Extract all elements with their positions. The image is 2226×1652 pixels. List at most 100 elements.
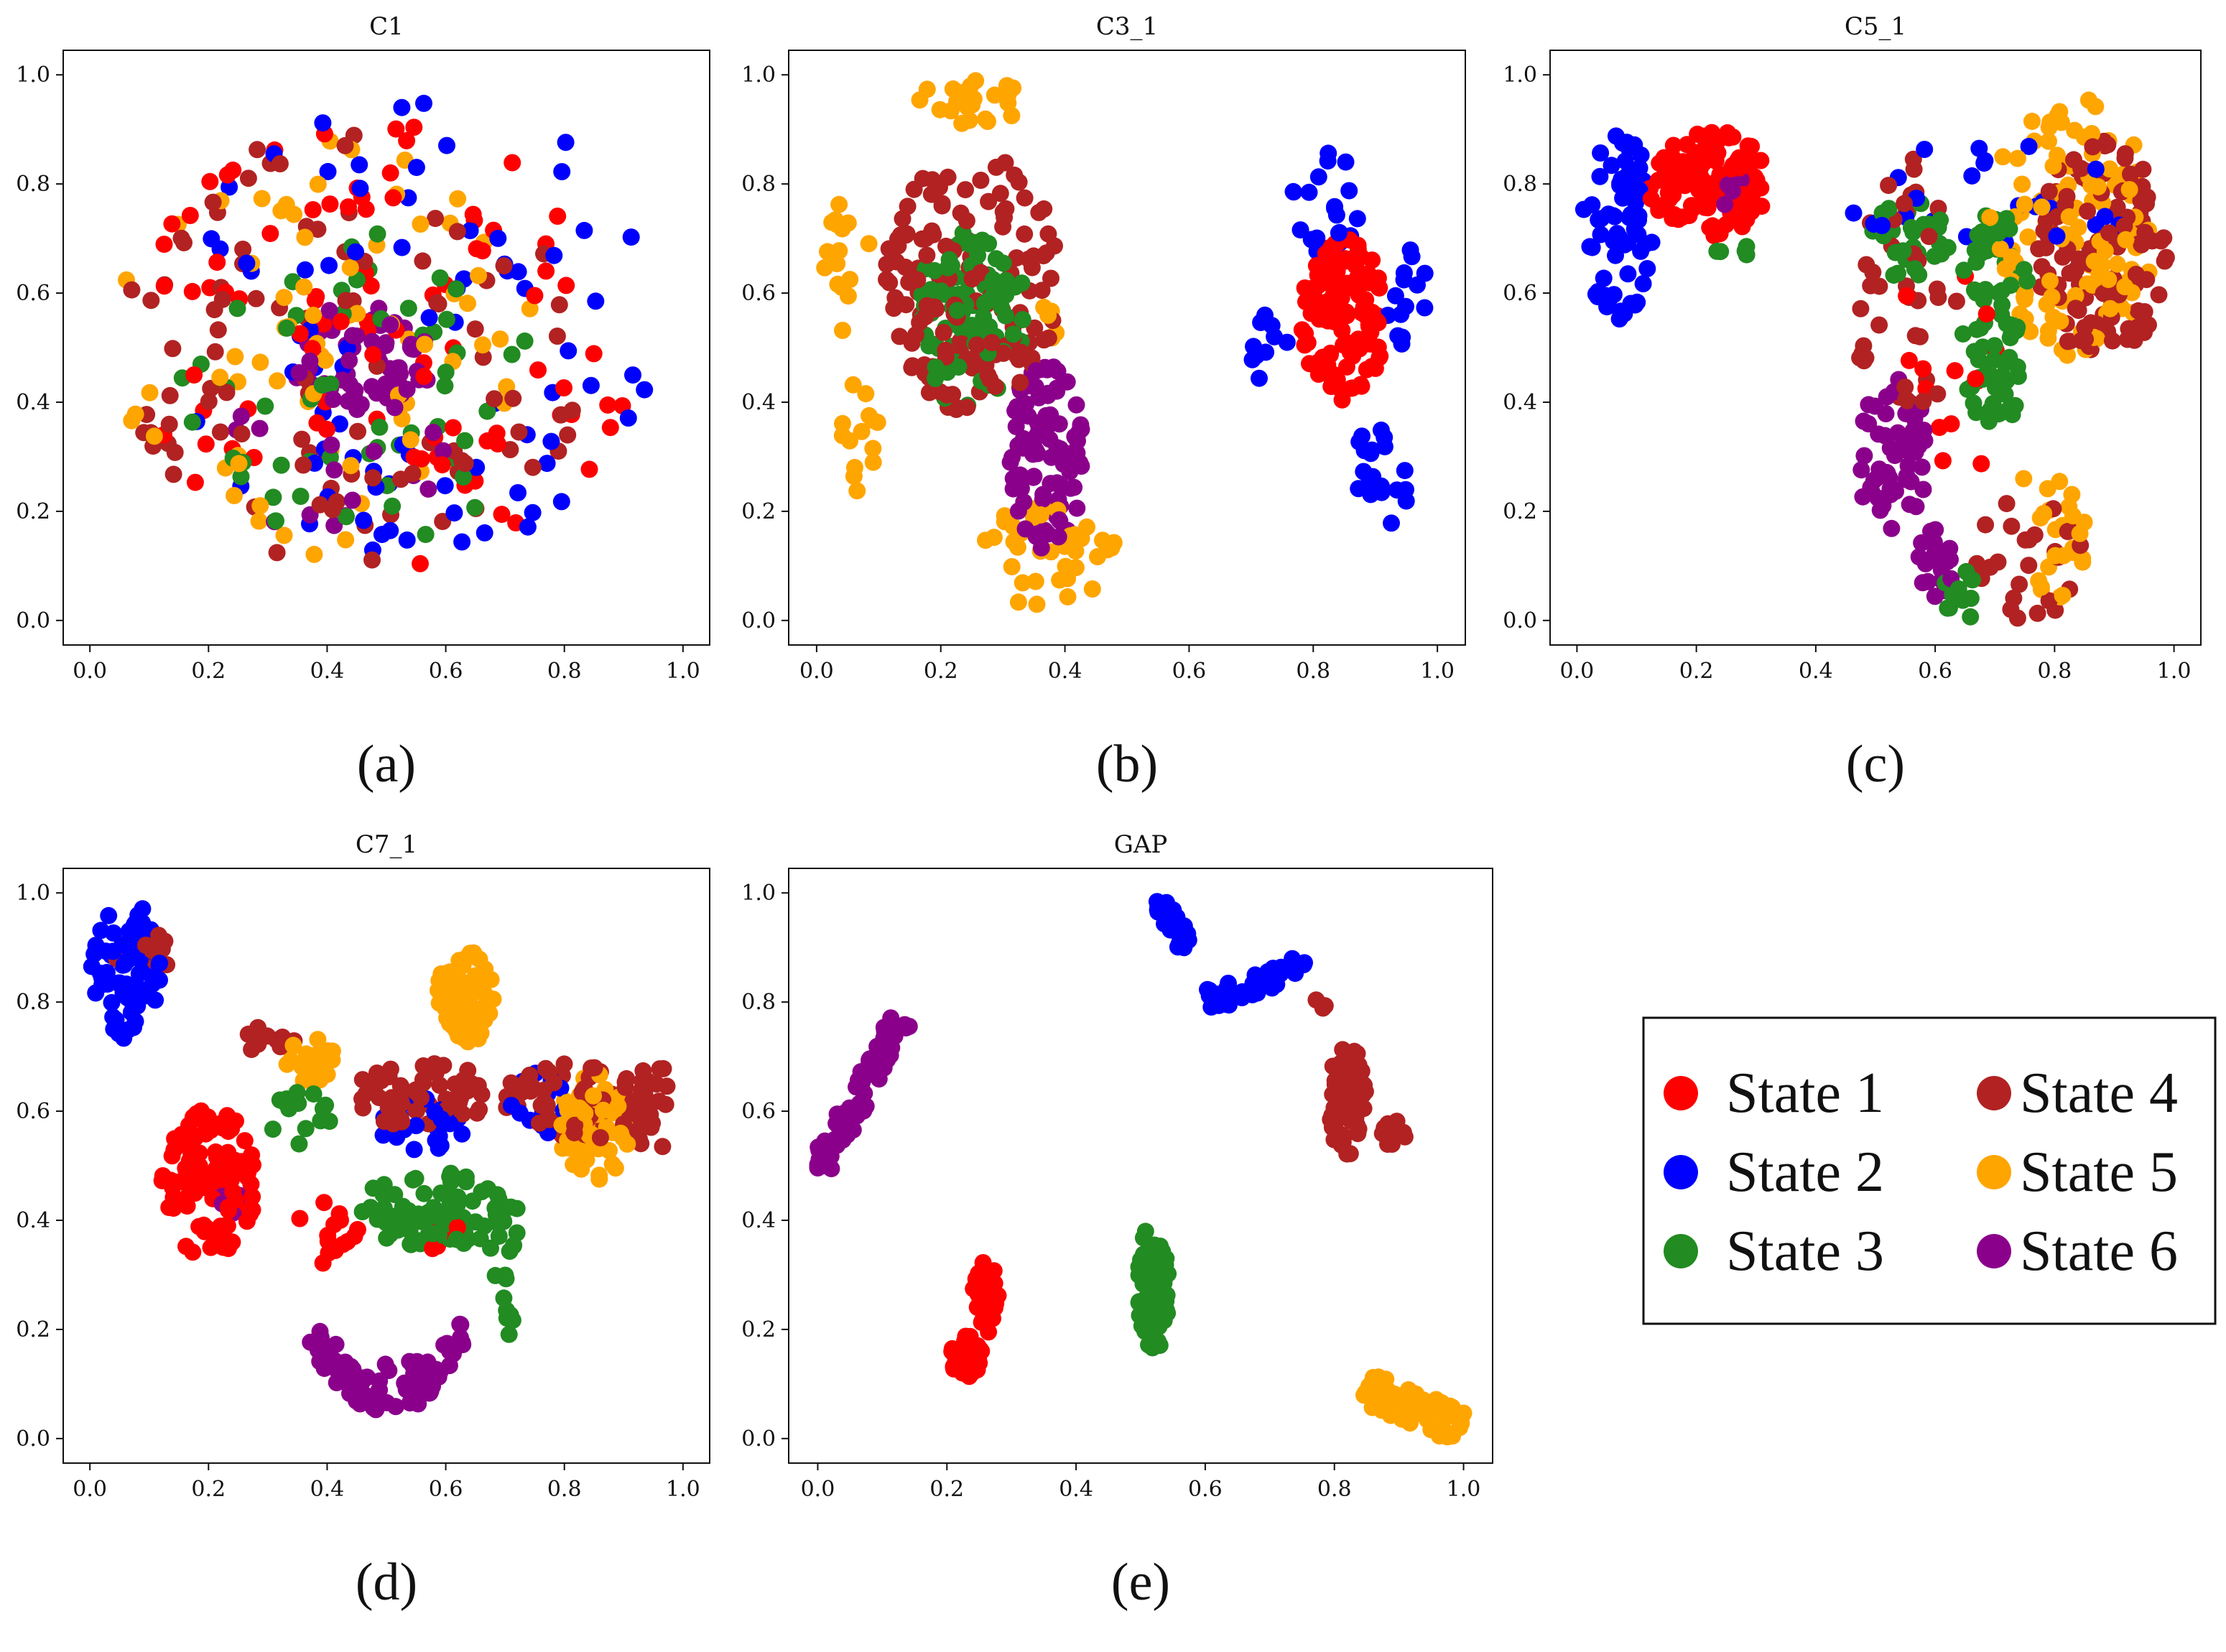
scatter-point-state-2 <box>1634 275 1652 292</box>
legend: State 1 State 4 State 2 State 5 State 3 … <box>1642 1016 2217 1325</box>
y-tick-label: 0.2 <box>16 499 50 524</box>
scatter-point-state-2 <box>489 229 507 247</box>
scatter-point-state-3 <box>404 1171 422 1189</box>
scatter-point-state-3 <box>297 1120 315 1138</box>
scatter-point-state-6 <box>1051 512 1069 530</box>
y-tick-label: 0.0 <box>16 608 50 634</box>
scatter-point-state-6 <box>325 461 343 479</box>
scatter-point-state-1 <box>304 201 322 218</box>
scatter-point-state-5 <box>2008 149 2026 167</box>
scatter-point-state-3 <box>962 236 980 254</box>
scatter-point-state-5 <box>2021 322 2039 340</box>
scatter-point-state-5 <box>2044 157 2062 175</box>
scatter-point-state-1 <box>1946 362 1964 380</box>
scatter-point-state-3 <box>399 300 417 317</box>
x-tick-label: 0.6 <box>429 659 463 684</box>
scatter-point-state-6 <box>325 516 343 534</box>
scatter-point-state-3 <box>1973 223 1991 241</box>
scatter-point-state-1 <box>529 361 547 379</box>
scatter-point-state-3 <box>984 271 1002 289</box>
scatter-point-state-1 <box>1336 305 1354 322</box>
scatter-point-state-2 <box>1340 182 1358 200</box>
scatter-point-state-4 <box>987 158 1005 176</box>
scatter-point-state-5 <box>828 255 846 273</box>
y-tick-label: 0.6 <box>741 281 776 306</box>
scatter-point-state-1 <box>362 277 380 295</box>
scatter-point-state-6 <box>822 1147 840 1165</box>
scatter-point-state-5 <box>953 114 971 132</box>
y-tick-label: 0.4 <box>1503 390 1537 415</box>
scatter-point-state-6 <box>380 1362 398 1380</box>
scatter-point-state-4 <box>1006 166 1024 184</box>
scatter-point-state-1 <box>1333 391 1351 409</box>
scatter-point-state-4 <box>211 423 229 441</box>
panel-b: C3_1 0.0 0.2 0.4 0.6 0.8 1.0 0.0 0.2 0.4 0.6 0.8 1.0… <box>741 12 1466 794</box>
scatter-point-state-1 <box>163 215 181 233</box>
scatter-point-state-1 <box>1674 153 1692 171</box>
scatter-point-state-2 <box>1587 285 1605 303</box>
scatter-point-state-1 <box>1320 312 1337 330</box>
scatter-point-state-2 <box>1631 159 1648 177</box>
scatter-point-state-4 <box>393 1113 411 1131</box>
scatter-point-state-5 <box>2101 160 2118 178</box>
scatter-point-state-5 <box>297 1045 315 1063</box>
scatter-point-state-2 <box>296 261 314 279</box>
y-tick-label: 0.2 <box>741 1317 776 1342</box>
scatter-point-state-5 <box>1419 1411 1437 1429</box>
scatter-point-state-4 <box>2157 249 2175 266</box>
scatter-point-state-5 <box>269 372 286 390</box>
scatter-point-state-3 <box>1130 1293 1148 1311</box>
scatter-point-state-2 <box>314 114 332 132</box>
scatter-point-state-3 <box>927 358 945 376</box>
scatter-point-state-5 <box>2033 198 2051 216</box>
scatter-point-state-3 <box>997 286 1015 304</box>
scatter-point-state-4 <box>247 289 265 307</box>
scatter-point-state-2 <box>1396 462 1414 480</box>
scatter-point-state-6 <box>376 375 394 393</box>
scatter-point-state-6 <box>1027 362 1045 380</box>
scatter-point-state-5 <box>2023 112 2041 130</box>
scatter-point-state-4 <box>1316 997 1334 1015</box>
scatter-point-state-5 <box>402 431 419 449</box>
scatter-point-state-5 <box>986 86 1003 104</box>
scatter-point-state-4 <box>1947 292 1965 310</box>
x-tick-label: 0.2 <box>1679 659 1714 684</box>
scatter-point-state-2 <box>1284 182 1302 200</box>
legend-marker-state-5 <box>1977 1155 2011 1189</box>
scatter-point-state-2 <box>319 162 337 180</box>
scatter-point-state-2 <box>100 906 118 924</box>
x-tick-label: 0.0 <box>801 1477 835 1502</box>
legend-label-state-6: State 6 <box>2020 1220 2178 1283</box>
y-tick-label: 1.0 <box>1503 62 1537 88</box>
scatter-point-state-4 <box>150 927 167 945</box>
scatter-point-state-5 <box>2054 587 2072 604</box>
scatter-point-state-6 <box>900 1018 918 1035</box>
scatter-point-state-5 <box>2096 242 2114 260</box>
scatter-point-state-5 <box>2082 177 2100 195</box>
scatter-point-state-4 <box>914 170 932 187</box>
scatter-point-state-3 <box>948 302 966 320</box>
scatter-point-state-6 <box>853 1103 871 1120</box>
scatter-point-state-4 <box>651 1060 669 1078</box>
y-tick-label: 0.6 <box>741 1099 776 1124</box>
scatter-point-state-6 <box>419 480 437 498</box>
scatter-point-state-6 <box>1870 425 1888 443</box>
scatter-point-state-3 <box>442 1164 460 1182</box>
scatter-point-state-2 <box>407 159 425 177</box>
scatter-point-state-4 <box>1998 495 2016 513</box>
scatter-point-state-4 <box>585 1059 603 1077</box>
scatter-point-state-3 <box>996 307 1014 325</box>
panel-frame-b <box>788 50 1466 646</box>
scatter-point-state-2 <box>1309 168 1327 186</box>
scatter-point-state-5 <box>2060 208 2078 226</box>
scatter-point-state-2 <box>420 309 438 327</box>
panel-caption-e: (e) <box>1111 1553 1170 1612</box>
scatter-point-state-6 <box>1014 430 1032 447</box>
scatter-point-state-1 <box>970 1265 988 1282</box>
scatter-point-state-6 <box>1054 455 1072 473</box>
scatter-point-state-2 <box>1632 147 1650 164</box>
scatter-point-state-5 <box>251 497 269 515</box>
scatter-point-state-2 <box>1373 483 1391 501</box>
scatter-point-state-1 <box>219 1123 237 1141</box>
scatter-point-state-5 <box>251 353 269 371</box>
